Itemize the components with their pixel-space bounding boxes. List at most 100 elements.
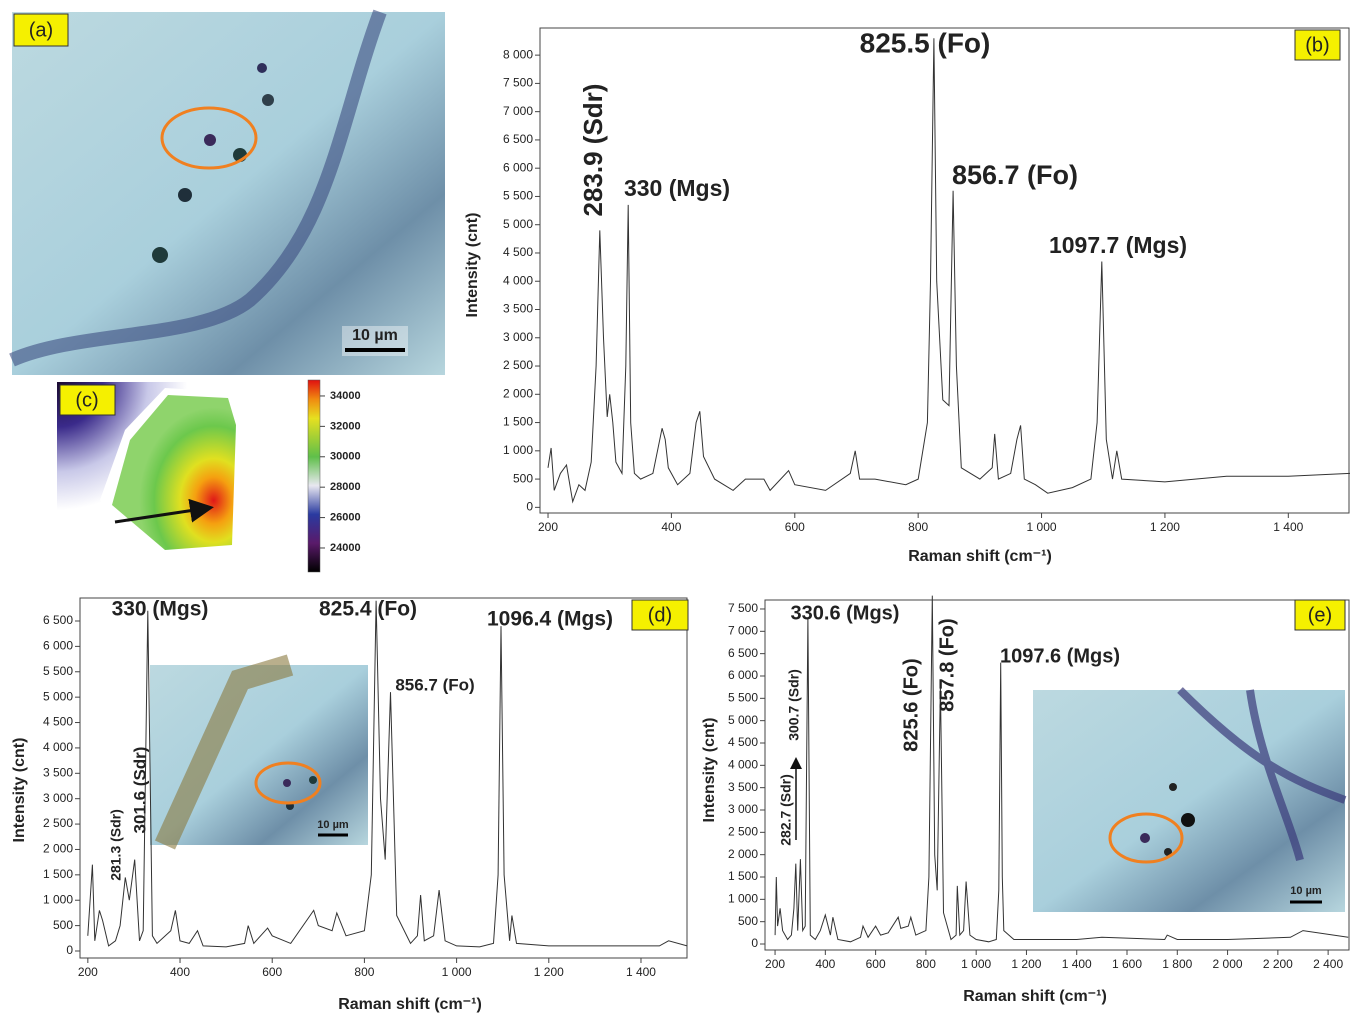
x-tick-label: 2 200 bbox=[1263, 957, 1293, 971]
y-tick-label: 7 000 bbox=[503, 104, 533, 118]
x-tick-label: 1 200 bbox=[1150, 520, 1180, 534]
y-tick-label: 2 000 bbox=[43, 842, 73, 856]
y-tick-label: 3 000 bbox=[728, 802, 758, 816]
x-tick-label: 2 000 bbox=[1213, 957, 1243, 971]
peak-annotation: 330 (Mgs) bbox=[624, 175, 730, 201]
y-tick-label: 3 500 bbox=[43, 765, 73, 779]
y-tick-label: 1 000 bbox=[503, 443, 533, 457]
y-axis-label: Intensity (cnt) bbox=[11, 738, 28, 843]
x-tick-label: 400 bbox=[661, 520, 681, 534]
y-tick-label: 3 500 bbox=[503, 302, 533, 316]
x-tick-label: 800 bbox=[354, 965, 374, 979]
peak-annotation: 281.3 (Sdr) bbox=[108, 809, 124, 881]
x-tick-label: 400 bbox=[815, 957, 835, 971]
y-tick-label: 6 500 bbox=[503, 132, 533, 146]
y-tick-label: 2 000 bbox=[728, 847, 758, 861]
x-tick-label: 1 600 bbox=[1112, 957, 1142, 971]
x-tick-label: 800 bbox=[908, 520, 928, 534]
annotation-arrow bbox=[114, 498, 214, 524]
spectrum-line bbox=[87, 600, 688, 948]
spectrum-line bbox=[774, 595, 1349, 943]
y-tick-label: 4 000 bbox=[43, 740, 73, 754]
y-tick-label: 500 bbox=[738, 914, 758, 928]
colorbar bbox=[307, 379, 321, 573]
peak-annotation: 330.6 (Mgs) bbox=[791, 602, 900, 624]
colorbar-tick-label: 34000 bbox=[330, 390, 361, 402]
x-tick-label: 600 bbox=[785, 520, 805, 534]
peak-annotation: 856.7 (Fo) bbox=[952, 160, 1078, 190]
panel-label: (e) bbox=[1308, 604, 1332, 626]
y-tick-label: 6 000 bbox=[503, 160, 533, 174]
y-tick-label: 1 000 bbox=[728, 892, 758, 906]
x-tick-label: 1 200 bbox=[534, 965, 564, 979]
y-tick-label: 6 000 bbox=[728, 668, 758, 682]
colorbar-tick-label: 24000 bbox=[330, 542, 361, 554]
peak-annotation: 330 (Mgs) bbox=[112, 598, 209, 621]
scale-bar-label: 10 µm bbox=[1290, 885, 1322, 897]
x-tick-label: 600 bbox=[262, 965, 282, 979]
plot-frame bbox=[764, 599, 1350, 951]
y-tick-label: 7 500 bbox=[728, 601, 758, 615]
plot-frame bbox=[539, 27, 1350, 514]
y-tick-label: 3 000 bbox=[503, 330, 533, 344]
y-tick-label: 5 500 bbox=[503, 189, 533, 203]
peak-annotation: 856.7 (Fo) bbox=[395, 675, 474, 694]
x-tick-label: 1 000 bbox=[961, 957, 991, 971]
y-tick-label: 0 bbox=[526, 500, 533, 514]
x-tick-label: 1 800 bbox=[1162, 957, 1192, 971]
colorbar-tick-label: 32000 bbox=[330, 420, 361, 432]
y-tick-label: 1 000 bbox=[43, 892, 73, 906]
x-tick-label: 200 bbox=[538, 520, 558, 534]
y-tick-label: 5 500 bbox=[43, 664, 73, 678]
plot-frame bbox=[79, 597, 688, 959]
x-axis-label: Raman shift (cm⁻¹) bbox=[908, 548, 1052, 565]
x-tick-label: 600 bbox=[866, 957, 886, 971]
x-tick-label: 1 400 bbox=[1062, 957, 1092, 971]
panel-label-box bbox=[631, 599, 689, 631]
y-tick-label: 4 000 bbox=[728, 758, 758, 772]
peak-annotation: 283.9 (Sdr) bbox=[578, 84, 608, 217]
y-tick-label: 7 500 bbox=[503, 76, 533, 90]
micrograph-a: (a) 10 µm bbox=[9, 9, 445, 375]
y-tick-label: 3 500 bbox=[728, 780, 758, 794]
y-tick-label: 4 000 bbox=[503, 273, 533, 287]
inset-e bbox=[1033, 687, 1347, 912]
x-tick-label: 2 400 bbox=[1313, 957, 1343, 971]
scale-bar-label: 10 µm bbox=[317, 819, 349, 831]
y-axis-label: Intensity (cnt) bbox=[464, 213, 481, 318]
y-tick-label: 7 000 bbox=[728, 623, 758, 637]
x-tick-label: 1 000 bbox=[442, 965, 472, 979]
x-tick-label: 800 bbox=[916, 957, 936, 971]
y-tick-label: 0 bbox=[66, 943, 73, 957]
x-tick-label: 1 000 bbox=[1027, 520, 1057, 534]
y-tick-label: 1 500 bbox=[503, 415, 533, 429]
x-tick-label: 200 bbox=[765, 957, 785, 971]
panel-label-box bbox=[1294, 29, 1341, 61]
panel-label: (b) bbox=[1305, 34, 1329, 56]
peak-annotation: 825.4 (Fo) bbox=[319, 598, 417, 621]
y-tick-label: 1 500 bbox=[43, 867, 73, 881]
panel-label: (c) bbox=[75, 389, 98, 411]
y-tick-label: 6 500 bbox=[728, 646, 758, 660]
y-tick-label: 4 500 bbox=[43, 715, 73, 729]
y-tick-label: 8 000 bbox=[503, 47, 533, 61]
y-tick-label: 0 bbox=[751, 936, 758, 950]
y-tick-label: 2 500 bbox=[503, 358, 533, 372]
x-tick-label: 1 400 bbox=[1273, 520, 1303, 534]
peak-annotation: 857.8 (Fo) bbox=[936, 618, 958, 711]
x-tick-label: 400 bbox=[170, 965, 190, 979]
y-tick-label: 6 500 bbox=[43, 613, 73, 627]
x-axis-label: Raman shift (cm⁻¹) bbox=[338, 996, 482, 1013]
peak-annotation: 1097.6 (Mgs) bbox=[1000, 645, 1120, 667]
y-tick-label: 4 500 bbox=[728, 735, 758, 749]
colorbar-tick-label: 28000 bbox=[330, 481, 361, 493]
y-tick-label: 6 000 bbox=[43, 639, 73, 653]
y-tick-label: 5 000 bbox=[43, 689, 73, 703]
panel-label-box bbox=[1294, 599, 1346, 631]
y-tick-label: 2 500 bbox=[728, 825, 758, 839]
peak-annotation: 300.7 (Sdr) bbox=[786, 669, 802, 741]
y-tick-label: 500 bbox=[513, 471, 533, 485]
scale-bar-label: 10 µm bbox=[352, 327, 398, 344]
y-tick-label: 2 500 bbox=[43, 816, 73, 830]
